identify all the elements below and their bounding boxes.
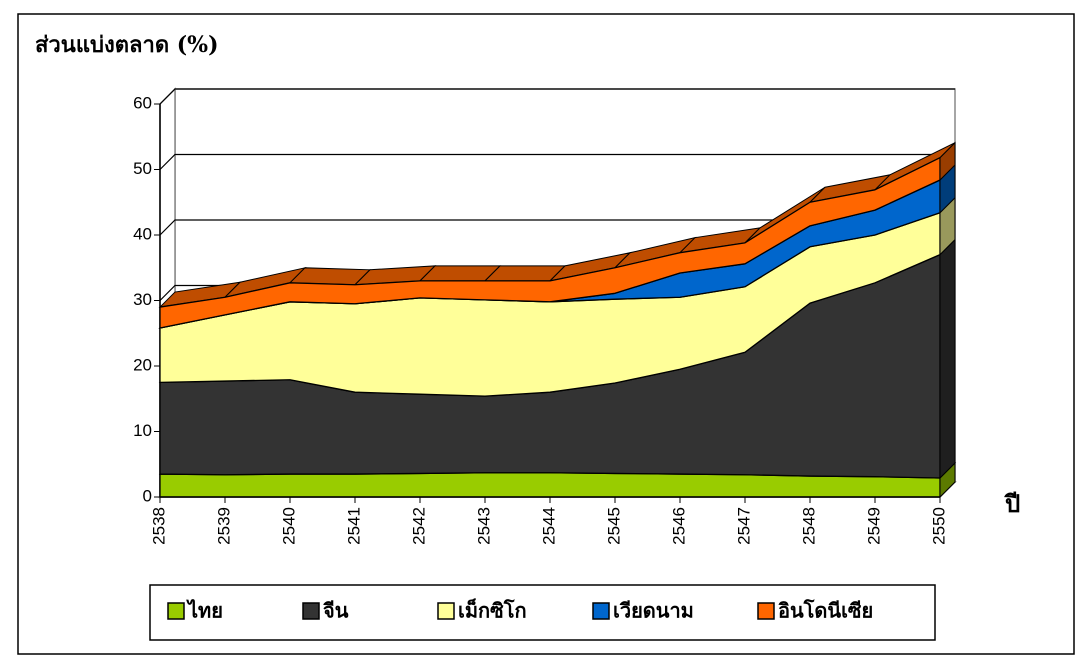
x-tick-label: 2546: [669, 507, 688, 545]
x-tick-label: 2540: [279, 507, 298, 545]
x-tick-label: 2544: [539, 507, 558, 545]
y-tick-label: 50: [133, 159, 152, 178]
x-tick-label: 2541: [344, 507, 363, 545]
x-tick-label: 2542: [409, 507, 428, 545]
chart-title: ส่วนแบ่งตลาด (%): [35, 32, 219, 58]
area-side: [940, 240, 955, 478]
legend-label: เม็กซิโก: [458, 597, 527, 622]
legend-swatch: [593, 603, 609, 619]
x-tick-label: 2547: [734, 507, 753, 545]
legend-label: ไทย: [186, 598, 223, 622]
x-axis-title: ปี: [1004, 489, 1020, 518]
x-tick-label: 2550: [929, 507, 948, 545]
y-tick-label: 0: [143, 486, 152, 505]
legend-swatch: [758, 603, 774, 619]
legend-swatch: [303, 603, 319, 619]
x-tick-label: 2549: [864, 507, 883, 545]
legend-swatch: [168, 603, 184, 619]
x-tick-label: 2543: [474, 507, 493, 545]
y-tick-label: 10: [133, 421, 152, 440]
x-tick-label: 2539: [214, 507, 233, 545]
y-tick-label: 40: [133, 224, 152, 243]
y-tick-label: 20: [133, 355, 152, 374]
x-tick-label: 2548: [799, 507, 818, 545]
y-tick-label: 30: [133, 290, 152, 309]
legend-swatch: [438, 603, 454, 619]
y-tick-label: 60: [133, 93, 152, 112]
legend-label: เวียดนาม: [613, 599, 694, 622]
chart: ส่วนแบ่งตลาด (%) ปี 0 10 20 30 40 50 60 2538 253…: [0, 0, 1091, 663]
x-tick-label: 2538: [149, 507, 168, 545]
legend-label: จีน: [323, 599, 349, 622]
x-tick-label: 2545: [604, 507, 623, 545]
legend-label: อินโดนีเซีย: [778, 598, 873, 622]
